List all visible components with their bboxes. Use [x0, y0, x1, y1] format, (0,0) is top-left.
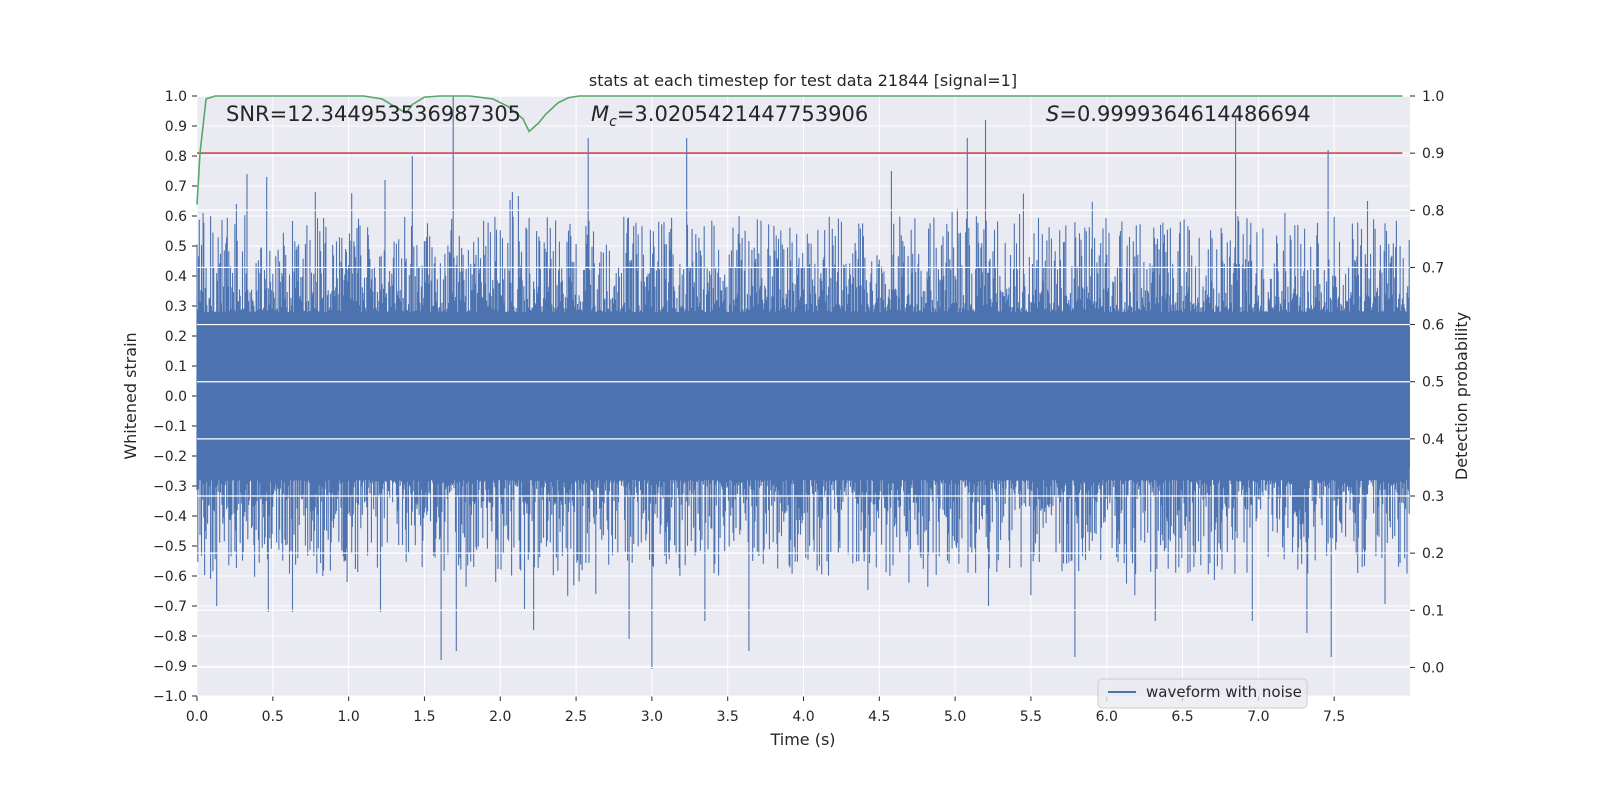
x-tick-label: 0.5 [262, 709, 284, 725]
s-symbol: S [1046, 102, 1059, 126]
y-tick-label: 0.1 [165, 359, 187, 375]
y2-tick-label: 0.4 [1422, 432, 1444, 448]
chirp-mass-subscript: c [609, 114, 617, 130]
probability-series [196, 95, 1403, 205]
y2-tick-label: 0.0 [1422, 660, 1444, 676]
y-tick-label: 0.3 [165, 299, 187, 315]
y-tick-label: 0.4 [165, 269, 187, 285]
y-tick-label: −0.9 [153, 659, 187, 675]
x-tick-label: 3.5 [717, 709, 739, 725]
y2-tick-label: 0.8 [1422, 203, 1444, 219]
y-tick-label: −0.4 [153, 509, 187, 525]
x-tick-label: 3.0 [641, 709, 663, 725]
y-tick-label: −0.8 [153, 629, 187, 645]
waveform-series [196, 96, 1410, 669]
s-annotation: S=0.9999364614486694 [1046, 102, 1311, 126]
y-tick-label: −0.3 [153, 479, 187, 495]
x-tick-label: 5.5 [1020, 709, 1042, 725]
y-tick-label: −0.6 [153, 569, 187, 585]
x-tick-label: 0.0 [186, 709, 208, 725]
y2-tick-label: 0.5 [1422, 375, 1444, 391]
y-tick-label: −0.7 [153, 599, 187, 615]
right-axis-grid-lines [197, 95, 1415, 669]
chirp-mass-annotation: Mc=3.0205421447753906 [591, 102, 868, 130]
y-tick-label: 0.0 [165, 389, 187, 405]
chirp-mass-value: =3.0205421447753906 [617, 102, 868, 126]
y-tick-label: 0.7 [165, 179, 187, 195]
chart-title: stats at each timestep for test data 218… [589, 71, 1017, 90]
x-tick-label: 2.0 [489, 709, 511, 725]
x-tick-label: 7.0 [1247, 709, 1269, 725]
y2-tick-label: 0.1 [1422, 603, 1444, 619]
s-value: =0.9999364614486694 [1059, 102, 1310, 126]
y-tick-label: −0.5 [153, 539, 187, 555]
x-tick-label: 6.5 [1171, 709, 1193, 725]
x-tick-label: 7.5 [1323, 709, 1345, 725]
legend: waveform with noise [1097, 678, 1308, 709]
detection-probability-line [196, 95, 1403, 205]
x-tick-label: 1.0 [337, 709, 359, 725]
y2-tick-label: 1.0 [1422, 89, 1444, 105]
y-tick-label: 0.9 [165, 119, 187, 135]
legend-label-waveform: waveform with noise [1146, 683, 1302, 701]
x-tick-labels: 0.0 0.5 1.0 1.5 2.0 2.5 3.0 3.5 4.0 4.5 5.0 5.5 6.0 6… [186, 709, 1345, 725]
x-tick-label: 4.5 [868, 709, 890, 725]
y-tick-label: 1.0 [165, 89, 187, 105]
y2-axis-label: Detection probability [1452, 312, 1471, 480]
y2-tick-label: 0.6 [1422, 318, 1444, 334]
chirp-mass-symbol: M [591, 102, 609, 126]
y-tick-label: 0.5 [165, 239, 187, 255]
snr-annotation: SNR=12.344953536987305 [226, 102, 521, 126]
legend-box [1097, 678, 1308, 709]
y2-tick-label: 0.7 [1422, 260, 1444, 276]
x-tick-label: 4.0 [792, 709, 814, 725]
y-tick-label: 0.8 [165, 149, 187, 165]
x-axis-label: Time (s) [769, 730, 835, 749]
y-axis-label: Whitened strain [121, 332, 140, 459]
y2-tick-labels: 0.0 0.1 0.2 0.3 0.4 0.5 0.6 0.7 0.8 0.9 1.0 [1422, 89, 1444, 676]
y2-tick-label: 0.2 [1422, 546, 1444, 562]
y-tick-label: −0.2 [153, 449, 187, 465]
y2-tick-label: 0.3 [1422, 489, 1444, 505]
x-tick-label: 1.5 [413, 709, 435, 725]
y-tick-label: −1.0 [153, 689, 187, 705]
y-tick-label: 0.2 [165, 329, 187, 345]
x-tick-label: 2.5 [565, 709, 587, 725]
y-tick-label: −0.1 [153, 419, 187, 435]
x-tick-label: 5.0 [944, 709, 966, 725]
y2-tick-label: 0.9 [1422, 146, 1444, 162]
y-tick-label: 0.6 [165, 209, 187, 225]
y-tick-labels: −1.0 −0.9 −0.8 −0.7 −0.6 −0.5 −0.4 −0.3 −0.2 −0.1… [153, 89, 187, 705]
x-tick-label: 6.0 [1096, 709, 1118, 725]
